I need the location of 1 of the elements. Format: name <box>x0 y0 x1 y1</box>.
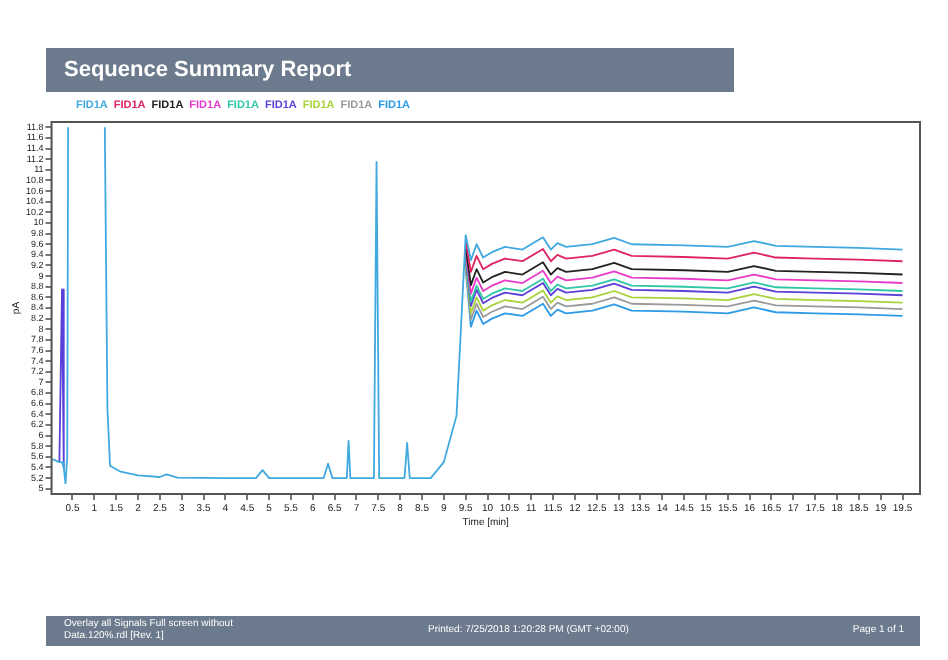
chart-title: Sequence Summary Report <box>64 58 352 82</box>
